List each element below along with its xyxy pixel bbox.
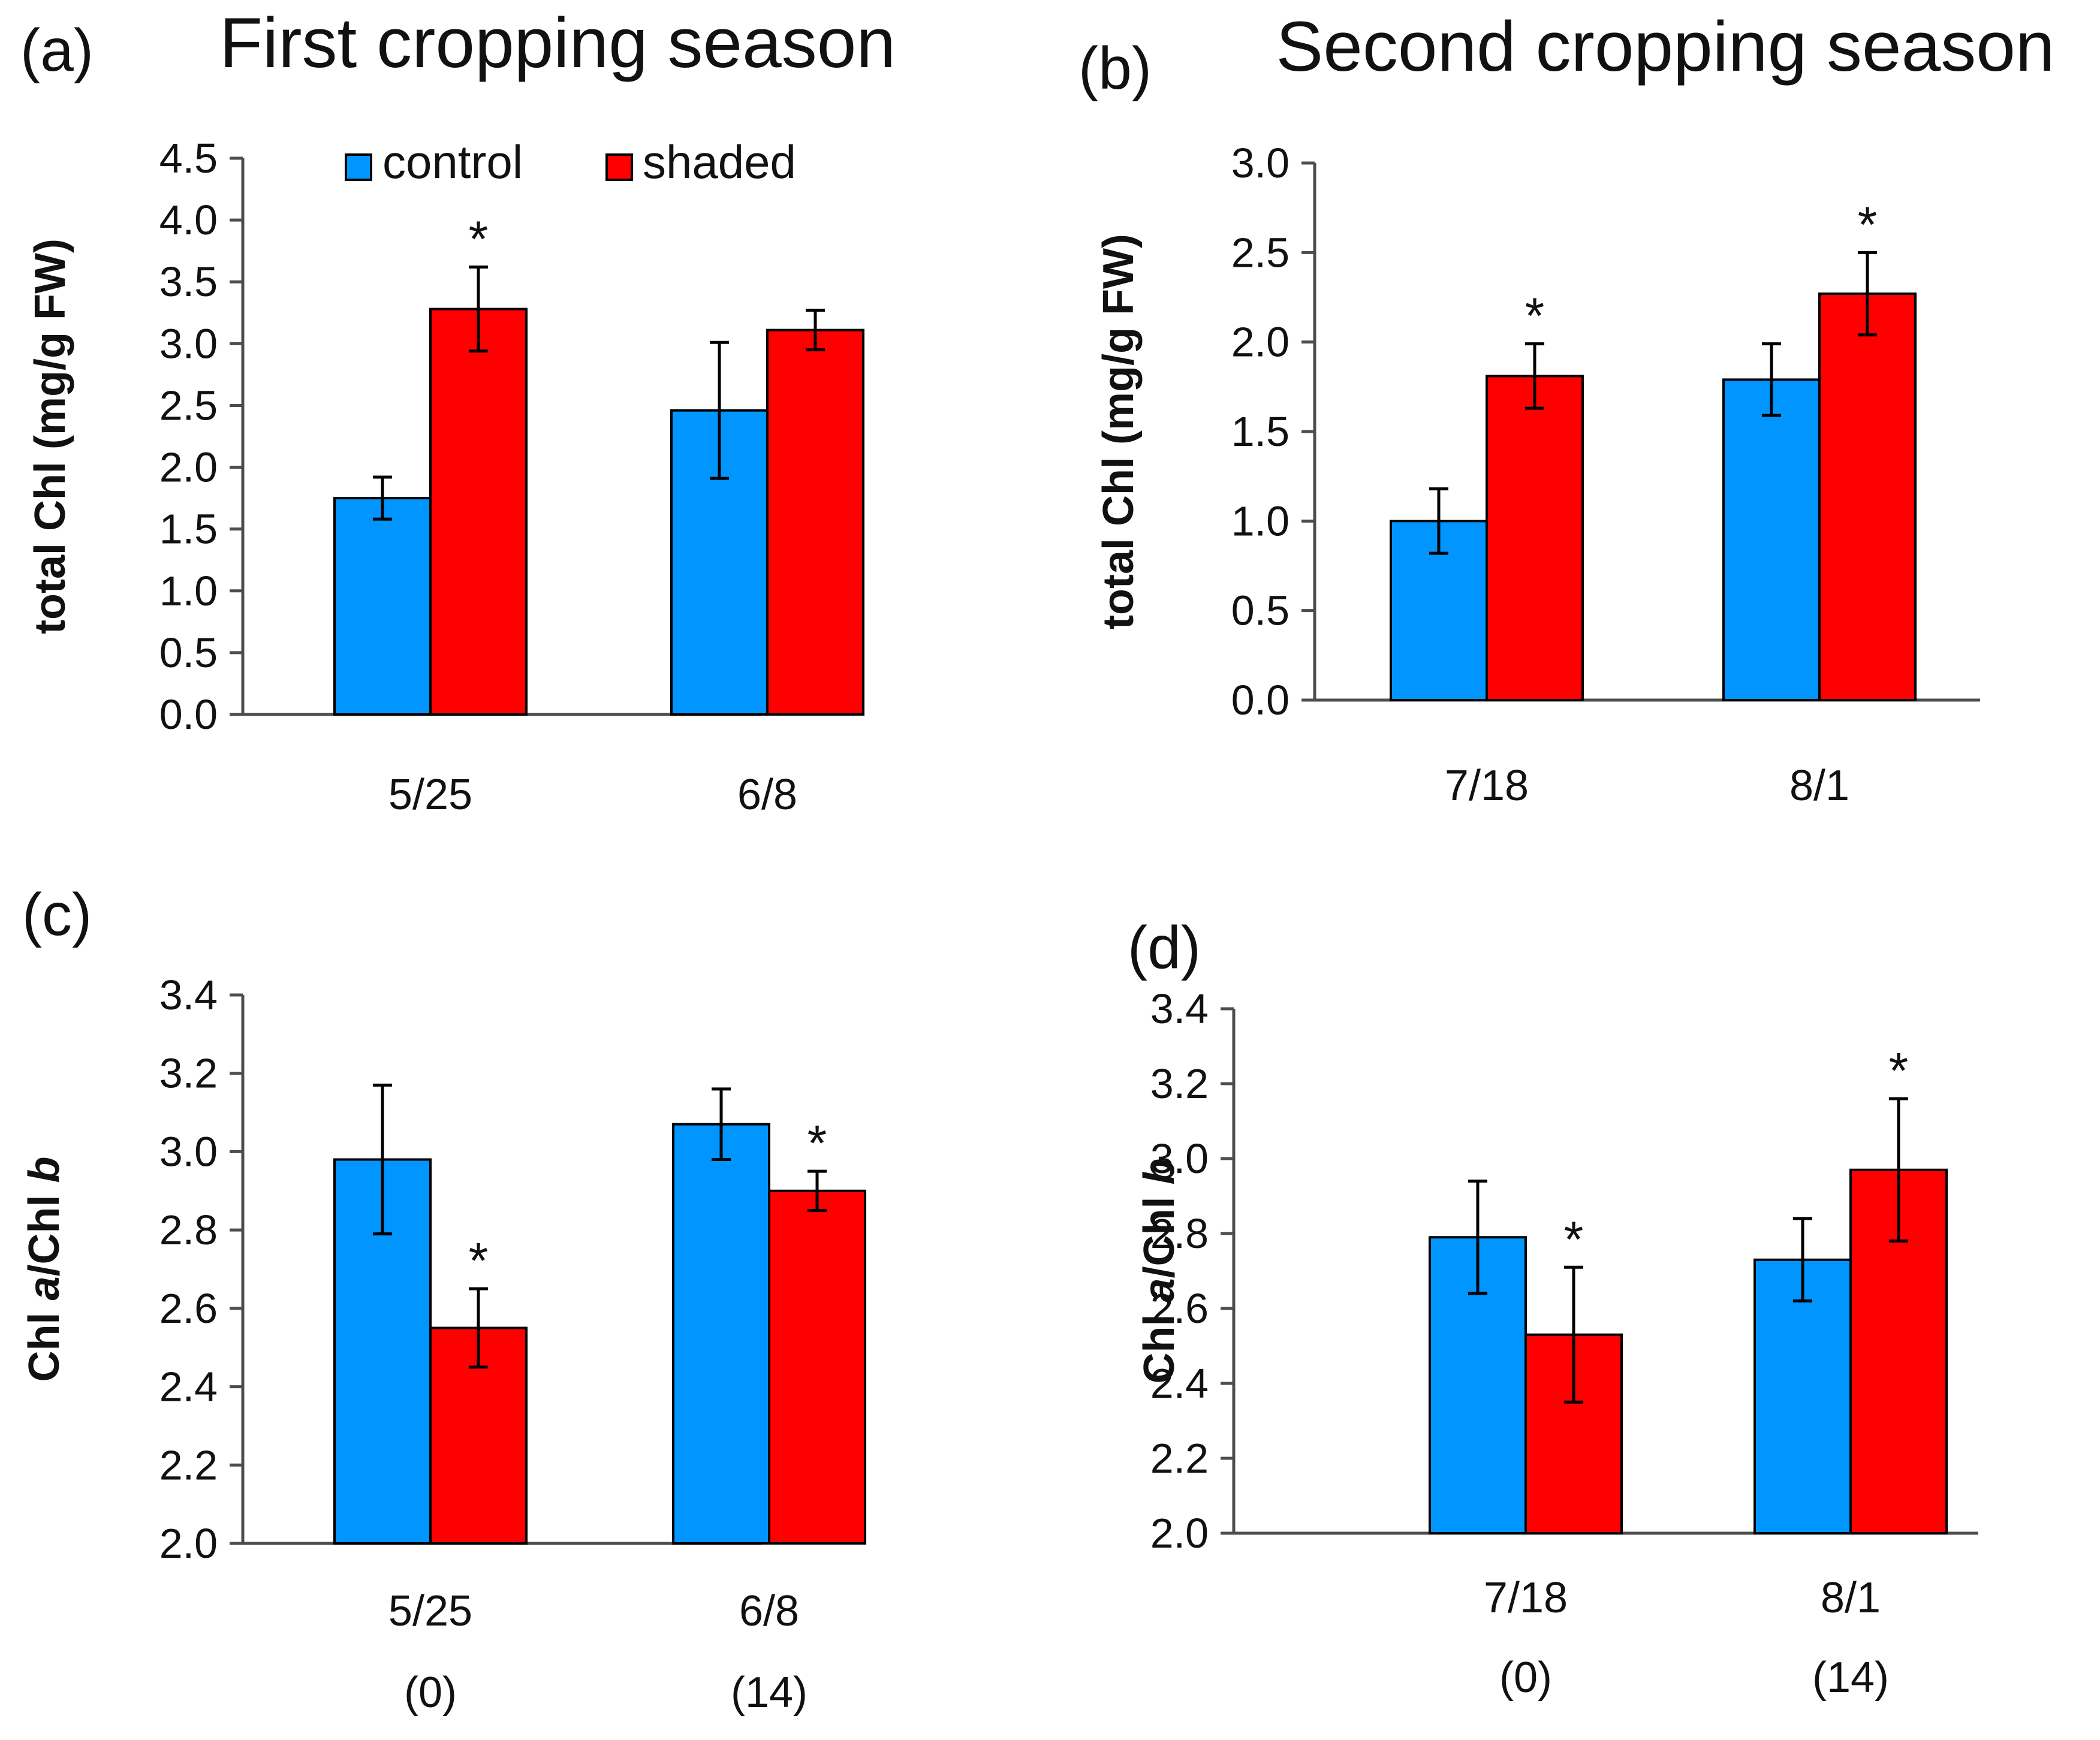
legend: control shaded [345, 135, 796, 188]
y-tick-label: 4.5 [159, 135, 218, 182]
chart-panel-d: (d) 2.0 2.2 2.4 2.6 2.8 3.0 3.2 3.4 Chl a/Chl b * 7… [1128, 914, 1978, 1702]
y-tick-label: 3.2 [1150, 1060, 1209, 1107]
y-tick-label: 2.0 [159, 1520, 218, 1567]
x-tick-label: 8/1 [1789, 762, 1849, 810]
y-tick-label: 3.4 [1150, 985, 1209, 1032]
y-tick-label: 2.5 [1231, 229, 1289, 276]
y-axis-title: total Chl (mg/g FW) [26, 239, 74, 634]
y-axis-title: total Chl (mg/g FW) [1095, 234, 1143, 629]
y-tick-label: 2.4 [159, 1364, 218, 1410]
y-tick-label: 3.0 [1231, 140, 1289, 186]
x-tick-label: 6/8 [737, 771, 797, 819]
y-axis-title-part: Chl [1135, 1302, 1183, 1384]
x-day-label: (14) [731, 1669, 808, 1717]
chart-title: First cropping season [219, 4, 896, 83]
y-tick-label: 1.5 [1231, 408, 1289, 455]
y-tick-label: 2.0 [1231, 319, 1289, 366]
y-tick-label: 1.5 [159, 506, 218, 553]
bar-control-5/25 [333, 497, 432, 716]
significance-marker: * [1525, 288, 1545, 344]
y-tick-label: 3.0 [159, 320, 218, 367]
y-tick-label: 0.0 [159, 691, 218, 738]
y-axis-title-part: /Chl [1135, 1184, 1183, 1278]
legend-swatch-shaded [605, 153, 633, 181]
y-tick-label: 0.5 [1231, 587, 1289, 634]
significance-marker: * [1564, 1211, 1584, 1267]
bar-control-6/8 [672, 1123, 770, 1545]
y-axis-title-part: a [20, 1276, 68, 1300]
panel-label: (a) [20, 17, 94, 84]
y-tick-label: 2.0 [1150, 1510, 1209, 1557]
y-tick-label: 3.5 [159, 258, 218, 305]
y-tick-label: 3.2 [159, 1050, 218, 1097]
y-tick-label: 1.0 [1231, 497, 1289, 544]
bar-control-8/1 [1722, 378, 1821, 701]
bar-control-8/1 [1753, 1258, 1852, 1534]
y-tick-label: 2.0 [159, 444, 218, 491]
y-tick-label: 3.0 [159, 1128, 218, 1175]
panel-label: (c) [22, 881, 92, 948]
x-tick-label: 5/25 [388, 771, 472, 819]
y-axis-title: Chl a/Chl b [1135, 1158, 1183, 1383]
y-axis-title: Chl a/Chl b [20, 1156, 68, 1382]
y-axis-title-part: a [1135, 1278, 1183, 1302]
legend-label-shaded: shaded [643, 135, 796, 188]
y-tick-label: 0.0 [1231, 677, 1289, 723]
bar-shaded-8/1 [1818, 292, 1917, 701]
panel-label: (b) [1078, 35, 1152, 102]
x-tick-label: 7/18 [1445, 762, 1529, 810]
x-day-label: (0) [1499, 1654, 1552, 1702]
y-tick-label: 2.8 [159, 1207, 218, 1253]
y-tick-label: 2.5 [159, 382, 218, 429]
x-day-label: (14) [1812, 1654, 1889, 1702]
chart-panel-a: (a) First cropping season 0.0 0.5 1.0 1.5 2.0 2… [20, 4, 896, 819]
y-tick-label: 2.4 [1150, 1360, 1209, 1407]
y-axis-title-part: b [1135, 1158, 1183, 1184]
x-tick-label: 8/1 [1821, 1574, 1881, 1622]
x-day-label: (0) [404, 1669, 457, 1717]
chart-title: Second cropping season [1276, 7, 2055, 86]
bar-shaded-5/25 [429, 307, 528, 716]
chart-panel-b: (b) Second cropping season 0.0 0.5 1.0 1.5 2.0… [1078, 7, 2055, 810]
y-tick-label: 4.0 [159, 197, 218, 243]
y-tick-label: 3.0 [1150, 1135, 1209, 1182]
legend-label-control: control [382, 135, 523, 188]
x-tick-label: 7/18 [1484, 1574, 1568, 1622]
y-tick-label: 2.2 [159, 1442, 218, 1488]
y-tick-label: 3.4 [159, 972, 218, 1018]
significance-marker: * [1889, 1042, 1909, 1099]
significance-marker: * [1858, 196, 1878, 252]
significance-marker: * [469, 210, 489, 267]
panel-label: (d) [1128, 914, 1201, 981]
bar-shaded-6/8 [768, 1189, 866, 1545]
y-tick-label: 2.6 [159, 1285, 218, 1332]
significance-marker: * [808, 1115, 827, 1171]
x-tick-label: 5/25 [388, 1587, 472, 1635]
y-tick-label: 0.5 [159, 629, 218, 676]
y-tick-label: 1.0 [159, 568, 218, 614]
chart-panel-c: (c) 2.0 2.2 2.4 2.6 2.8 3.0 3.2 3.4 Chl a/Chl b * 5… [20, 881, 866, 1717]
y-axis-title-part: b [20, 1156, 68, 1183]
legend-swatch-control [345, 153, 372, 181]
bar-shaded-7/18 [1486, 375, 1584, 701]
y-tick-label: 2.2 [1150, 1435, 1209, 1482]
y-axis-title-part: /Chl [20, 1183, 68, 1276]
y-axis-title-part: Chl [20, 1301, 68, 1382]
y-tick-label: 2.6 [1150, 1285, 1209, 1332]
x-tick-label: 6/8 [739, 1587, 799, 1635]
bar-shaded-6/8 [766, 328, 864, 716]
y-tick-label: 2.8 [1150, 1210, 1209, 1257]
significance-marker: * [469, 1232, 489, 1289]
